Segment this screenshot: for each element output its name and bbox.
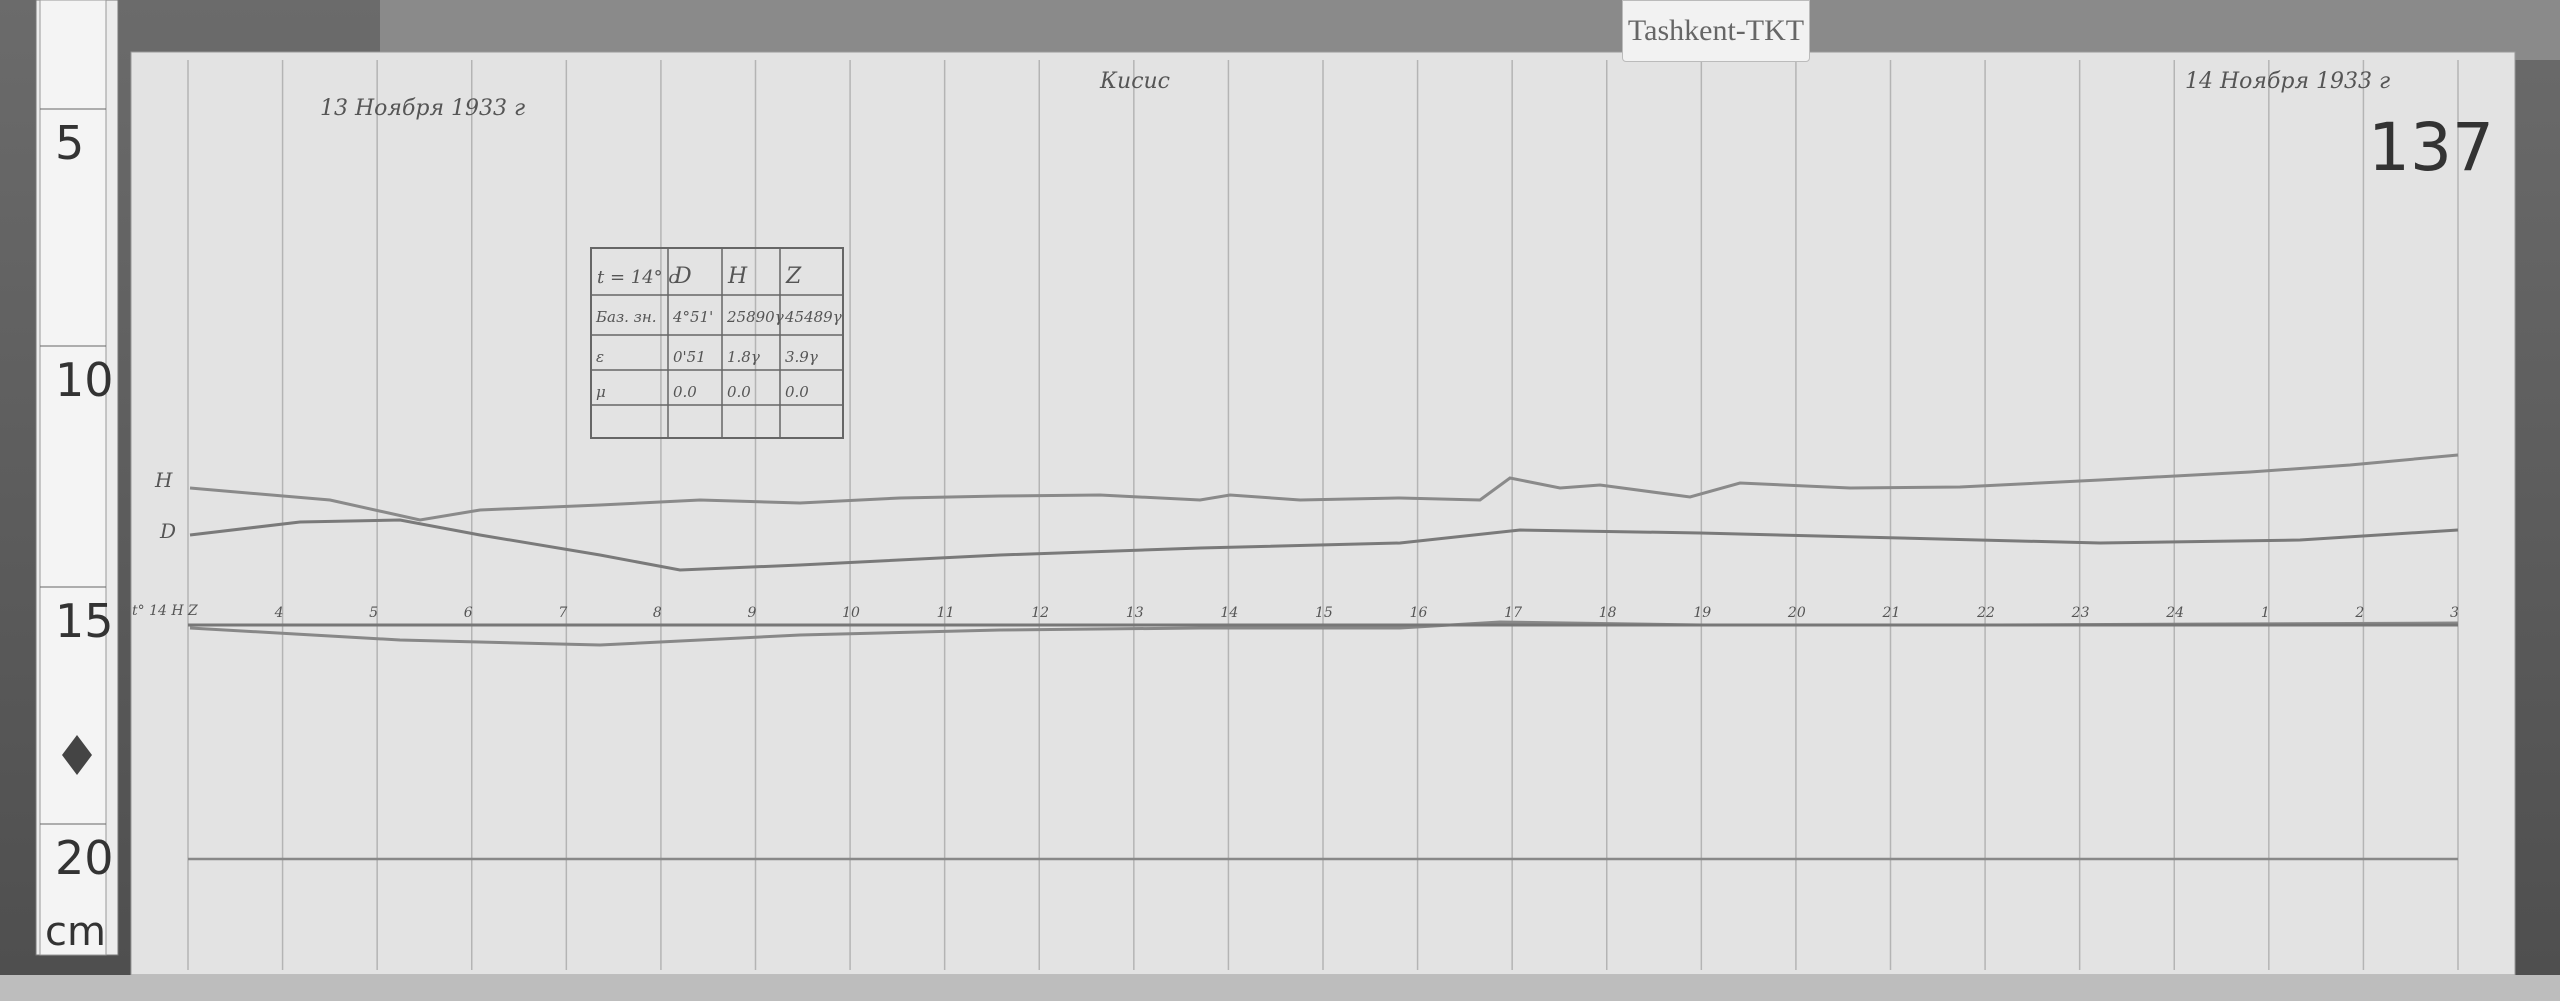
baseline-table: t = 14° cD H Z Баз. зн. 4°51' 25890γ 45489γ ε 0'… bbox=[590, 247, 844, 439]
ruler bbox=[35, 0, 119, 956]
station-label: Tashkent-TKT bbox=[1622, 0, 1810, 62]
table-cell: Баз. зн. bbox=[595, 308, 657, 326]
hour-label: 24 bbox=[2165, 605, 2184, 621]
table-header: Z bbox=[785, 264, 802, 289]
table-header: D bbox=[673, 264, 692, 289]
hour-label: 15 bbox=[1315, 605, 1333, 621]
hour-label: 16 bbox=[1410, 605, 1428, 621]
hour-label: 21 bbox=[1882, 605, 1901, 621]
table-cell: μ bbox=[596, 383, 606, 401]
hour-gridlines bbox=[187, 60, 2459, 970]
ruler-clip-icon bbox=[62, 735, 92, 775]
hour-label: 8 bbox=[653, 605, 662, 621]
table-cell: 1.8γ bbox=[727, 348, 760, 366]
hour-label: 19 bbox=[1693, 605, 1711, 621]
ruler-mark: 20 bbox=[55, 831, 114, 885]
glass-clamp bbox=[380, 0, 2560, 60]
hour-label: 12 bbox=[1031, 605, 1049, 621]
hour-label: 17 bbox=[1504, 605, 1522, 621]
trace-label-h: H bbox=[154, 468, 173, 492]
ruler-marks: 5 10 15 20 bbox=[40, 108, 114, 885]
hour-label: 1 bbox=[2261, 605, 2270, 621]
hour-label: 23 bbox=[2071, 605, 2090, 621]
trace-label-baseline: t° 14 H Z bbox=[132, 603, 198, 619]
table-cell: 4°51' bbox=[672, 308, 713, 326]
bottom-edge bbox=[0, 975, 2560, 1001]
table-cell: 0.0 bbox=[727, 383, 751, 401]
table-cell: ε bbox=[596, 348, 604, 366]
table-cell: 25890γ bbox=[726, 308, 784, 326]
hour-label: 13 bbox=[1126, 605, 1144, 621]
hour-label: 9 bbox=[748, 605, 757, 621]
end-date: 14 Ноября 1933 г bbox=[2185, 69, 2390, 94]
ruler-unit: cm bbox=[45, 909, 106, 955]
sheet-number: 137 bbox=[2368, 109, 2494, 186]
table-cell: 0.0 bbox=[785, 383, 809, 401]
hour-label: 20 bbox=[1787, 605, 1806, 621]
hour-labels: 4 5 6 7 8 9 10 11 12 13 14 15 16 17 18 19 20 21 22 23 24 1 2 3 bbox=[274, 605, 2459, 621]
hour-label: 22 bbox=[1976, 605, 1995, 621]
ruler-mark: 10 bbox=[55, 353, 114, 407]
table-cell: 45489γ bbox=[784, 308, 842, 326]
hour-label: 14 bbox=[1220, 605, 1238, 621]
hour-label: 7 bbox=[558, 605, 567, 621]
table-cell: 0.0 bbox=[673, 383, 697, 401]
hour-label: 11 bbox=[937, 605, 955, 621]
hour-label: 10 bbox=[842, 605, 860, 621]
start-date: 13 Ноября 1933 г bbox=[320, 96, 525, 121]
hour-label: 3 bbox=[2450, 605, 2459, 621]
trace-label-d: D bbox=[159, 519, 176, 543]
table-cell: 0'51 bbox=[673, 348, 706, 366]
center-note: Кисис bbox=[1099, 69, 1170, 94]
table-header: t = 14° c bbox=[597, 267, 678, 288]
ruler-mark: 5 bbox=[55, 116, 84, 170]
d-trace bbox=[189, 518, 2459, 572]
hour-label: 2 bbox=[2354, 605, 2364, 621]
hour-label: 5 bbox=[369, 605, 378, 621]
h-trace bbox=[189, 453, 2459, 522]
hour-label: 18 bbox=[1599, 605, 1617, 621]
hour-label: 6 bbox=[464, 605, 473, 621]
hour-label: 4 bbox=[274, 605, 284, 621]
table-cell: 3.9γ bbox=[785, 348, 818, 366]
ruler-mark: 15 bbox=[55, 594, 114, 648]
table-header: H bbox=[727, 264, 748, 289]
